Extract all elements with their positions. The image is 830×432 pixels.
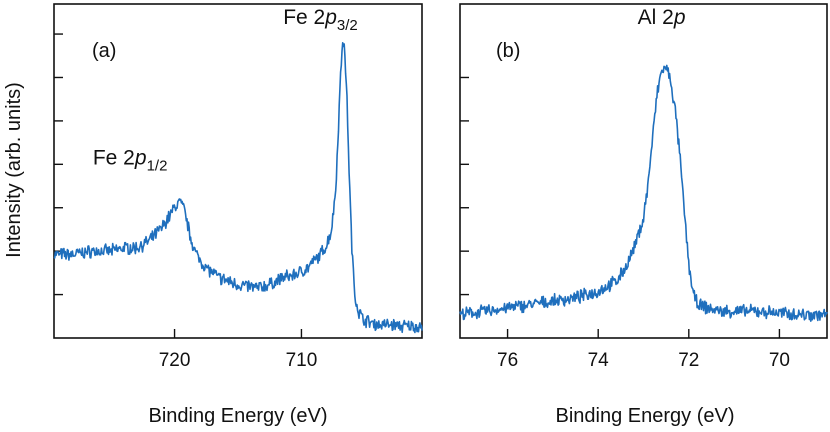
panel-a-trace xyxy=(53,42,423,334)
panel-a-x-tick-label: 720 xyxy=(159,350,191,371)
panel-b-frame xyxy=(459,3,828,339)
panel-b-x-tick-label: 74 xyxy=(588,350,610,371)
panel-b-x-tick-label: 70 xyxy=(769,350,790,371)
panel-b: 76 74 72 70 (b) Al 2p Binding Energy (eV) xyxy=(459,3,828,427)
panel-a-peak-annotation: Fe 2p1/2 xyxy=(93,146,168,174)
panel-a-x-tick-label: 710 xyxy=(286,350,318,371)
panel-a: 720 710 (a) Fe 2p1/2 Fe 2p3/2 Binding Ener… xyxy=(53,3,423,427)
panel-a-x-axis-label: Binding Energy (eV) xyxy=(149,405,328,427)
panel-b-x-tick-label: 76 xyxy=(497,350,518,371)
panel-b-annotations: Al 2p xyxy=(638,6,686,29)
panel-b-peak-annotation: Al 2p xyxy=(638,6,686,29)
panel-b-x-tick-label: 72 xyxy=(678,350,699,371)
panel-b-label: (b) xyxy=(496,40,520,62)
panel-b-trace xyxy=(459,64,828,322)
panel-a-label: (a) xyxy=(92,40,116,62)
y-axis-label: Intensity (arb. units) xyxy=(3,82,25,258)
panel-a-peak-annotation: Fe 2p3/2 xyxy=(283,6,358,34)
panel-b-ticks: 76 74 72 70 xyxy=(460,76,790,371)
panel-a-ticks: 720 710 xyxy=(54,33,318,371)
panel-b-x-axis-label: Binding Energy (eV) xyxy=(556,405,735,427)
panel-a-annotations: Fe 2p1/2 Fe 2p3/2 xyxy=(93,6,358,174)
panel-a-frame xyxy=(53,3,423,339)
